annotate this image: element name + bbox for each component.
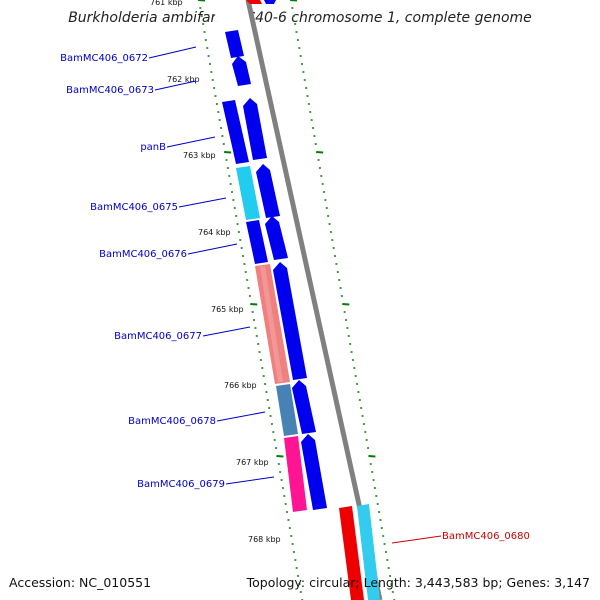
- gene-feature-panB-b[interactable]: [243, 98, 267, 160]
- tick-mark: [197, 0, 206, 2]
- gene-leader-line: [391, 535, 442, 544]
- kbp-label: 766 kbp: [224, 381, 257, 390]
- tick-mark: [316, 151, 324, 154]
- gene-feature-0678[interactable]: [276, 384, 298, 436]
- gene-feature-0679-b[interactable]: [301, 434, 327, 510]
- tick-mark: [342, 303, 350, 306]
- gene-feature-0678-b[interactable]: [292, 380, 316, 434]
- tick-mark: [289, 0, 298, 2]
- gene-feature-0677[interactable]: [255, 264, 290, 384]
- tick-mark: [368, 455, 376, 458]
- gene-leader-line: [178, 197, 227, 208]
- gene-leader-line: [148, 46, 197, 59]
- gene-feature-0676[interactable]: [246, 220, 268, 264]
- gene-leader-line: [216, 411, 266, 422]
- gene-label[interactable]: BamMC406_0678: [128, 416, 216, 427]
- gene-label[interactable]: BamMC406_0673: [66, 85, 154, 96]
- genome-summary-text: Topology: circular; Length: 3,443,583 bp…: [246, 575, 590, 590]
- kbp-label: 762 kbp: [167, 75, 200, 84]
- inner-tick-track: [197, 0, 304, 600]
- gene-feature-0673[interactable]: [232, 56, 251, 86]
- gene-label[interactable]: BamMC406_0679: [137, 479, 225, 490]
- kbp-label: 764 kbp: [198, 228, 231, 237]
- gene-leader-line: [166, 136, 216, 148]
- gene-label[interactable]: BamMC406_0675: [90, 202, 178, 213]
- gene-label[interactable]: BamMC406_0680: [442, 531, 530, 542]
- gene-feature-0672[interactable]: [225, 30, 244, 58]
- kbp-label: 763 kbp: [183, 151, 216, 160]
- gene-label[interactable]: BamMC406_0676: [99, 249, 187, 260]
- kbp-label: 765 kbp: [211, 305, 244, 314]
- gene-feature-partial[interactable]: [264, 0, 276, 4]
- gene-shade: [260, 266, 283, 382]
- tick-mark: [224, 151, 232, 154]
- gene-leader-line: [225, 476, 275, 485]
- kbp-scale: 761 kbp 762 kbp 763 kbp 764 kbp 765 kbp 766 k…: [150, 0, 281, 544]
- gene-feature-0680-b[interactable]: [357, 504, 380, 600]
- gene-feature-panB-a[interactable]: [222, 100, 249, 164]
- kbp-label: 768 kbp: [248, 535, 281, 544]
- map-title: Burkholderia ambifaria MC40-6 chromosome…: [68, 10, 532, 26]
- tick-mark: [250, 303, 258, 306]
- gene-label[interactable]: BamMC406_0672: [60, 53, 148, 64]
- gene-label[interactable]: panB: [140, 142, 166, 153]
- gene-feature-0675-b[interactable]: [256, 164, 280, 218]
- gene-features[interactable]: [222, 0, 380, 600]
- kbp-label: 767 kbp: [236, 458, 269, 467]
- accession-text: Accession: NC_010551: [9, 575, 152, 590]
- gene-label[interactable]: BamMC406_0677: [114, 331, 202, 342]
- gene-feature-partial[interactable]: [246, 0, 262, 4]
- gene-feature-0675[interactable]: [236, 166, 260, 220]
- gene-feature-0677-b[interactable]: [273, 262, 307, 380]
- gene-leader-line: [187, 243, 238, 255]
- tick-mark: [276, 455, 284, 458]
- gene-labels[interactable]: BamMC406_0672 BamMC406_0673 panB BamMC406_0…: [60, 46, 530, 544]
- gene-feature-0679[interactable]: [284, 436, 307, 512]
- gene-leader-line: [154, 80, 197, 91]
- gene-feature-0676-b[interactable]: [265, 216, 288, 260]
- gene-leader-line: [202, 326, 251, 337]
- gene-feature-0680[interactable]: [339, 506, 364, 600]
- outer-tick-track: [289, 0, 396, 600]
- kbp-label: 761 kbp: [150, 0, 183, 7]
- backbone-line: [245, 0, 383, 600]
